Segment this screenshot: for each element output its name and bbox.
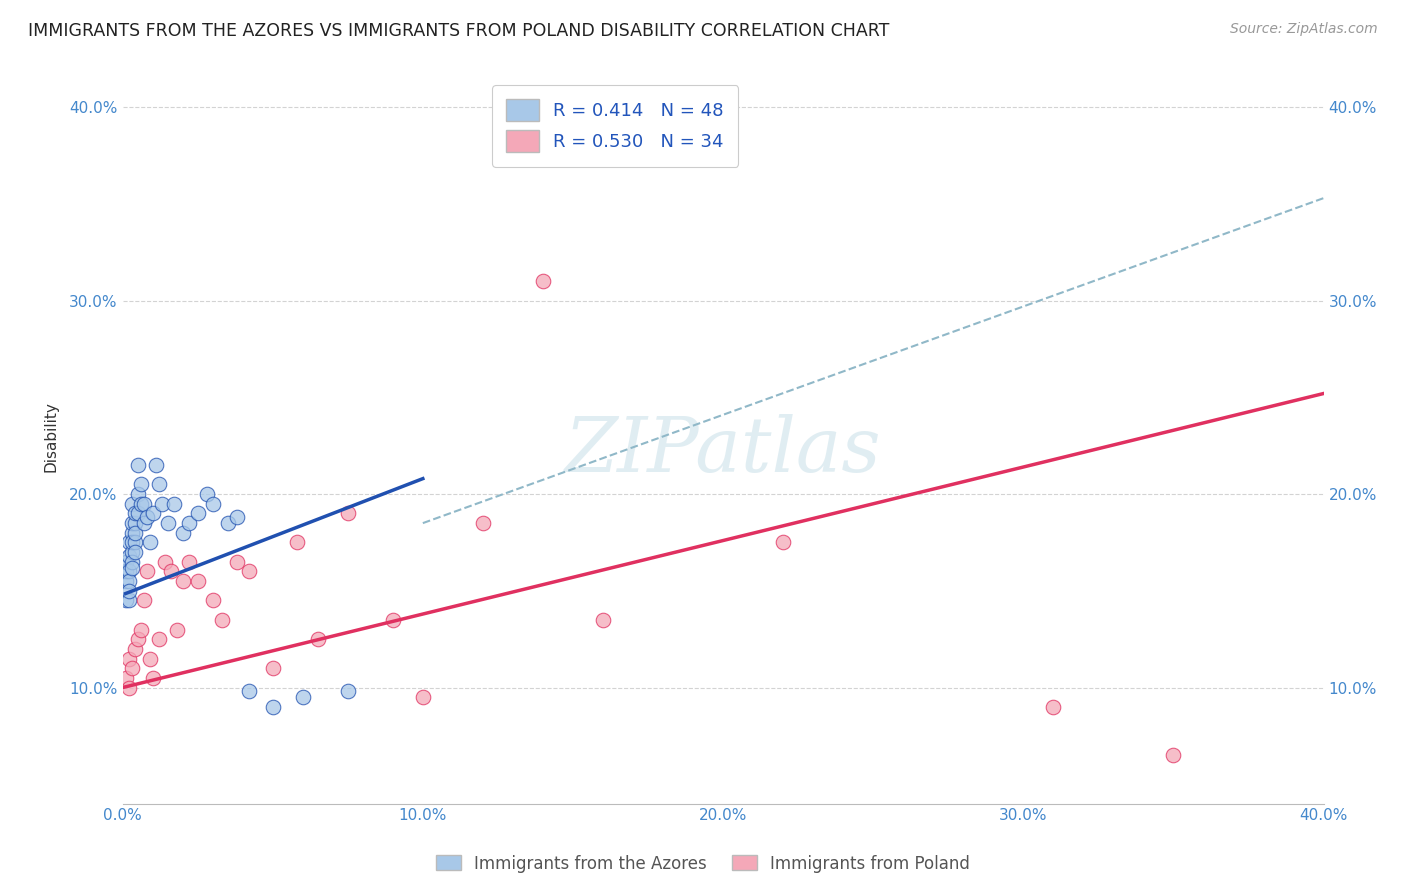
Point bbox=[132, 497, 155, 511]
Point bbox=[225, 510, 247, 524]
Point bbox=[148, 632, 170, 647]
Point bbox=[156, 516, 179, 530]
Point bbox=[129, 477, 152, 491]
Point bbox=[201, 593, 224, 607]
Point bbox=[159, 565, 181, 579]
Point bbox=[172, 525, 194, 540]
Point bbox=[145, 458, 167, 472]
Point bbox=[124, 507, 146, 521]
Text: Source: ZipAtlas.com: Source: ZipAtlas.com bbox=[1230, 22, 1378, 37]
Point bbox=[142, 671, 165, 685]
Text: ZIPatlas: ZIPatlas bbox=[565, 414, 882, 488]
Point bbox=[412, 690, 434, 705]
Point bbox=[138, 651, 160, 665]
Point bbox=[162, 497, 184, 511]
Point bbox=[114, 574, 136, 589]
Point bbox=[772, 535, 794, 549]
Point bbox=[238, 684, 260, 698]
Legend: R = 0.414   N = 48, R = 0.530   N = 34: R = 0.414 N = 48, R = 0.530 N = 34 bbox=[492, 85, 738, 167]
Point bbox=[127, 632, 149, 647]
Y-axis label: Disability: Disability bbox=[44, 401, 58, 472]
Point bbox=[531, 274, 554, 288]
Point bbox=[177, 555, 200, 569]
Point bbox=[471, 516, 494, 530]
Point bbox=[262, 699, 284, 714]
Point bbox=[127, 458, 149, 472]
Point bbox=[117, 651, 139, 665]
Point bbox=[121, 661, 143, 675]
Point bbox=[121, 516, 143, 530]
Point bbox=[132, 516, 155, 530]
Point bbox=[153, 555, 176, 569]
Point bbox=[336, 507, 359, 521]
Point bbox=[129, 623, 152, 637]
Point bbox=[121, 560, 143, 574]
Point bbox=[150, 497, 173, 511]
Point bbox=[238, 565, 260, 579]
Point bbox=[172, 574, 194, 589]
Point bbox=[121, 555, 143, 569]
Point bbox=[166, 623, 188, 637]
Point bbox=[132, 593, 155, 607]
Point bbox=[121, 535, 143, 549]
Point bbox=[142, 507, 165, 521]
Point bbox=[114, 565, 136, 579]
Point bbox=[124, 525, 146, 540]
Point bbox=[336, 684, 359, 698]
Point bbox=[291, 690, 314, 705]
Point bbox=[262, 661, 284, 675]
Point bbox=[121, 545, 143, 559]
Point bbox=[117, 549, 139, 563]
Point bbox=[117, 583, 139, 598]
Point bbox=[124, 641, 146, 656]
Point bbox=[201, 497, 224, 511]
Point bbox=[381, 613, 404, 627]
Point bbox=[127, 507, 149, 521]
Point bbox=[195, 487, 218, 501]
Legend: Immigrants from the Azores, Immigrants from Poland: Immigrants from the Azores, Immigrants f… bbox=[429, 848, 977, 880]
Point bbox=[211, 613, 233, 627]
Point bbox=[1042, 699, 1064, 714]
Point bbox=[1163, 748, 1185, 763]
Point bbox=[187, 507, 209, 521]
Point bbox=[187, 574, 209, 589]
Point bbox=[117, 565, 139, 579]
Point bbox=[307, 632, 329, 647]
Point bbox=[117, 681, 139, 695]
Point bbox=[135, 565, 157, 579]
Point bbox=[117, 535, 139, 549]
Text: IMMIGRANTS FROM THE AZORES VS IMMIGRANTS FROM POLAND DISABILITY CORRELATION CHAR: IMMIGRANTS FROM THE AZORES VS IMMIGRANTS… bbox=[28, 22, 890, 40]
Point bbox=[285, 535, 308, 549]
Point bbox=[217, 516, 239, 530]
Point bbox=[114, 593, 136, 607]
Point bbox=[135, 510, 157, 524]
Point bbox=[117, 593, 139, 607]
Point bbox=[117, 574, 139, 589]
Point bbox=[124, 535, 146, 549]
Point bbox=[121, 525, 143, 540]
Point bbox=[225, 555, 247, 569]
Point bbox=[121, 497, 143, 511]
Point bbox=[592, 613, 614, 627]
Point bbox=[114, 555, 136, 569]
Point bbox=[127, 487, 149, 501]
Point bbox=[138, 535, 160, 549]
Point bbox=[148, 477, 170, 491]
Point bbox=[124, 516, 146, 530]
Point bbox=[114, 671, 136, 685]
Point bbox=[124, 545, 146, 559]
Point bbox=[177, 516, 200, 530]
Point bbox=[129, 497, 152, 511]
